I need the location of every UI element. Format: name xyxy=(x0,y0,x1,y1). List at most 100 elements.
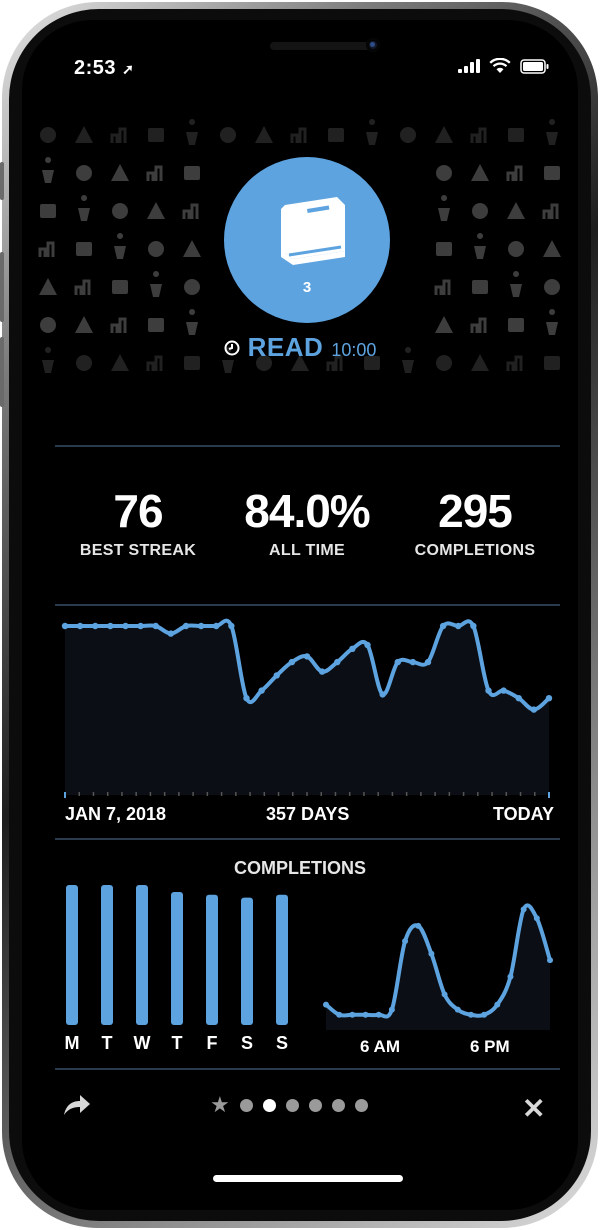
page-dot[interactable] xyxy=(285,1098,299,1112)
timeline-tick xyxy=(78,792,80,796)
book-icon xyxy=(281,197,345,265)
hourly-point xyxy=(349,1011,356,1018)
timeline-tick xyxy=(363,792,365,796)
clock-icon xyxy=(224,340,240,355)
pattern-icon xyxy=(546,309,558,335)
location-arrow-icon: ➚ xyxy=(122,61,135,77)
timeline-point xyxy=(137,622,144,630)
home-indicator[interactable] xyxy=(213,1175,403,1182)
weekday-bar xyxy=(101,885,113,1025)
pattern-icon xyxy=(74,279,91,295)
pattern-icon xyxy=(508,318,524,332)
pattern-icon xyxy=(39,278,57,295)
pattern-icon xyxy=(508,241,524,257)
share-icon[interactable] xyxy=(62,1093,92,1117)
hourly-point xyxy=(520,906,527,913)
weekday-bar xyxy=(136,885,148,1025)
pattern-icon xyxy=(506,165,523,181)
stat-label: COMPLETIONS xyxy=(414,542,536,559)
pattern-icon xyxy=(438,195,450,221)
pattern-icon xyxy=(472,203,488,219)
timeline-start-label: JAN 7, 2018 xyxy=(65,804,167,824)
stat-completions: 295 COMPLETIONS xyxy=(390,488,560,560)
pattern-icon xyxy=(326,355,343,371)
pattern-icon xyxy=(114,233,126,259)
pattern-icon xyxy=(290,127,307,143)
timeline-tick xyxy=(292,792,294,796)
pattern-icon xyxy=(291,354,309,371)
volume-down-button xyxy=(0,337,4,407)
timeline-point xyxy=(288,658,296,666)
hourly-completions-chart xyxy=(323,903,553,1030)
timeline-point xyxy=(258,687,265,694)
star-icon[interactable]: ★ xyxy=(210,1092,230,1117)
timeline-tick xyxy=(391,792,394,796)
pattern-icon xyxy=(148,128,164,142)
pattern-icon xyxy=(111,354,129,371)
page-dot-active[interactable] xyxy=(262,1098,276,1112)
timeline-tick xyxy=(477,792,479,796)
icon-pattern-background xyxy=(38,119,561,373)
habit-icon-circle[interactable]: 3 xyxy=(224,157,390,323)
hourly-point xyxy=(533,915,540,922)
pattern-icon xyxy=(255,126,273,143)
timeline-tick xyxy=(405,792,408,796)
page-dot[interactable] xyxy=(331,1098,345,1112)
timeline-point xyxy=(545,695,553,702)
timeline-point xyxy=(182,622,190,630)
pattern-icon xyxy=(507,202,525,219)
habit-title-row: READ 10:00 xyxy=(22,332,578,363)
pattern-icon xyxy=(146,355,163,371)
pattern-icon xyxy=(42,157,54,183)
speaker-grille xyxy=(270,42,374,50)
status-time-text: 2:53 xyxy=(74,57,117,79)
pattern-icon xyxy=(112,280,128,294)
pattern-icon xyxy=(110,127,127,143)
status-time: 2:53 ➚ xyxy=(74,57,134,80)
timeline-tick xyxy=(64,792,66,798)
timeline-end-label: TODAY xyxy=(493,804,555,824)
pattern-icon xyxy=(471,164,489,181)
stat-label: BEST STREAK xyxy=(79,542,197,559)
page-indicator[interactable]: ★ xyxy=(210,1092,368,1117)
timeline-tick xyxy=(121,792,123,796)
page-dot[interactable] xyxy=(239,1098,253,1112)
close-icon[interactable]: ✕ xyxy=(522,1093,546,1124)
pattern-icon xyxy=(364,356,380,370)
pattern-icon xyxy=(544,166,560,180)
timeline-point xyxy=(61,622,69,630)
pattern-icon xyxy=(40,317,56,333)
timeline-point xyxy=(349,645,356,652)
stat-value: 295 xyxy=(438,485,513,537)
timeline-tick xyxy=(434,792,436,796)
hourly-point xyxy=(454,1006,461,1013)
timeline-point xyxy=(439,622,447,630)
pattern-icon xyxy=(510,271,522,297)
timeline-point xyxy=(409,658,417,666)
timeline-point xyxy=(213,622,220,630)
pattern-icon xyxy=(222,347,234,373)
stat-best-streak: 76 BEST STREAK xyxy=(53,488,223,560)
pattern-icon xyxy=(40,127,56,143)
weekday-label: W xyxy=(133,1033,151,1053)
habit-reminder-time: 10:00 xyxy=(331,340,377,360)
battery-icon xyxy=(520,58,549,74)
page-dot[interactable] xyxy=(354,1098,368,1112)
front-camera xyxy=(366,38,380,52)
pattern-icon xyxy=(546,119,558,145)
pattern-icon xyxy=(76,165,92,181)
page-dot[interactable] xyxy=(308,1098,322,1112)
timeline-tick xyxy=(106,792,109,796)
timeline-tick xyxy=(235,792,237,796)
timeline-tick xyxy=(92,792,95,796)
pattern-icon xyxy=(436,165,452,181)
hour-label-6am: 6 AM xyxy=(360,1037,400,1056)
pattern-icon xyxy=(38,241,55,257)
pattern-icon xyxy=(366,119,378,145)
hourly-point xyxy=(362,1011,369,1018)
pattern-icon xyxy=(78,195,90,221)
timeline-point xyxy=(455,622,462,630)
timeline-tick xyxy=(163,792,166,796)
side-button xyxy=(0,162,4,200)
timeline-tick xyxy=(306,792,308,796)
